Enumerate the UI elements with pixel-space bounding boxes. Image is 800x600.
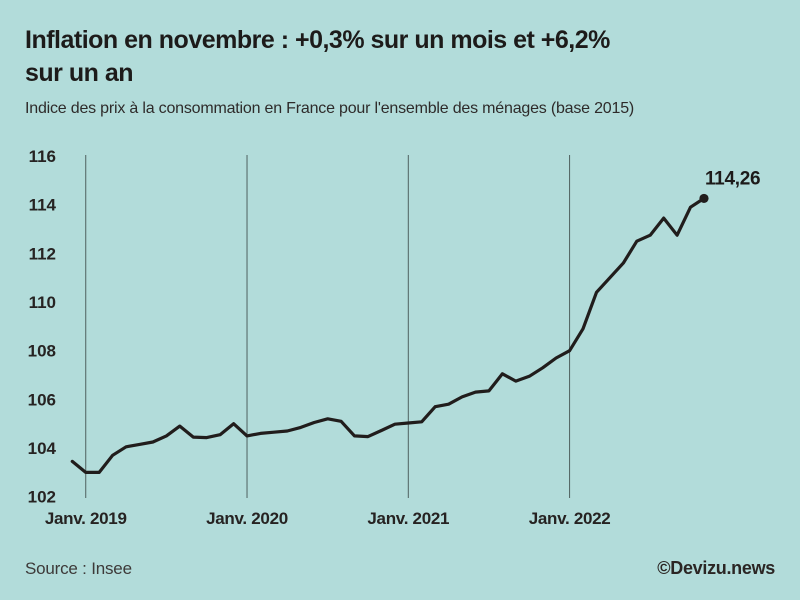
- chart-title-line-1: Inflation en novembre : +0,3% sur un moi…: [25, 26, 610, 54]
- x-axis-tick-label: Janv. 2021: [367, 509, 449, 528]
- chart-header: Inflation en novembre : +0,3% sur un moi…: [25, 24, 775, 118]
- chart-title-line-2: sur un an: [25, 59, 134, 87]
- credit-label: ©Devizu.news: [657, 558, 775, 578]
- end-value-label: 114,26: [705, 168, 760, 189]
- y-axis-tick-label: 116: [29, 147, 56, 166]
- y-axis-tick-label: 114: [29, 196, 57, 215]
- y-axis-tick-label: 102: [28, 488, 56, 507]
- end-point-dot: [699, 193, 709, 204]
- x-axis-tick-label: Janv. 2019: [45, 509, 127, 528]
- x-axis-tick-label: Janv. 2020: [206, 509, 288, 528]
- chart-footer: Source : Insee ©Devizu.news: [25, 558, 775, 579]
- y-axis-tick-label: 104: [28, 439, 57, 458]
- y-axis-tick-label: 108: [28, 342, 56, 361]
- cpi-series-line: [70, 196, 706, 474]
- x-axis-tick-label: Janv. 2022: [529, 509, 611, 528]
- y-axis-tick-label: 106: [28, 390, 56, 409]
- y-axis-tick-label: 112: [29, 244, 56, 263]
- y-axis-tick-label: 110: [29, 293, 56, 312]
- source-label: Source : Insee: [25, 559, 132, 578]
- chart-subtitle: Indice des prix à la consommation en Fra…: [25, 100, 635, 117]
- chart-title: Inflation en novembre : +0,3% sur un moi…: [25, 24, 775, 90]
